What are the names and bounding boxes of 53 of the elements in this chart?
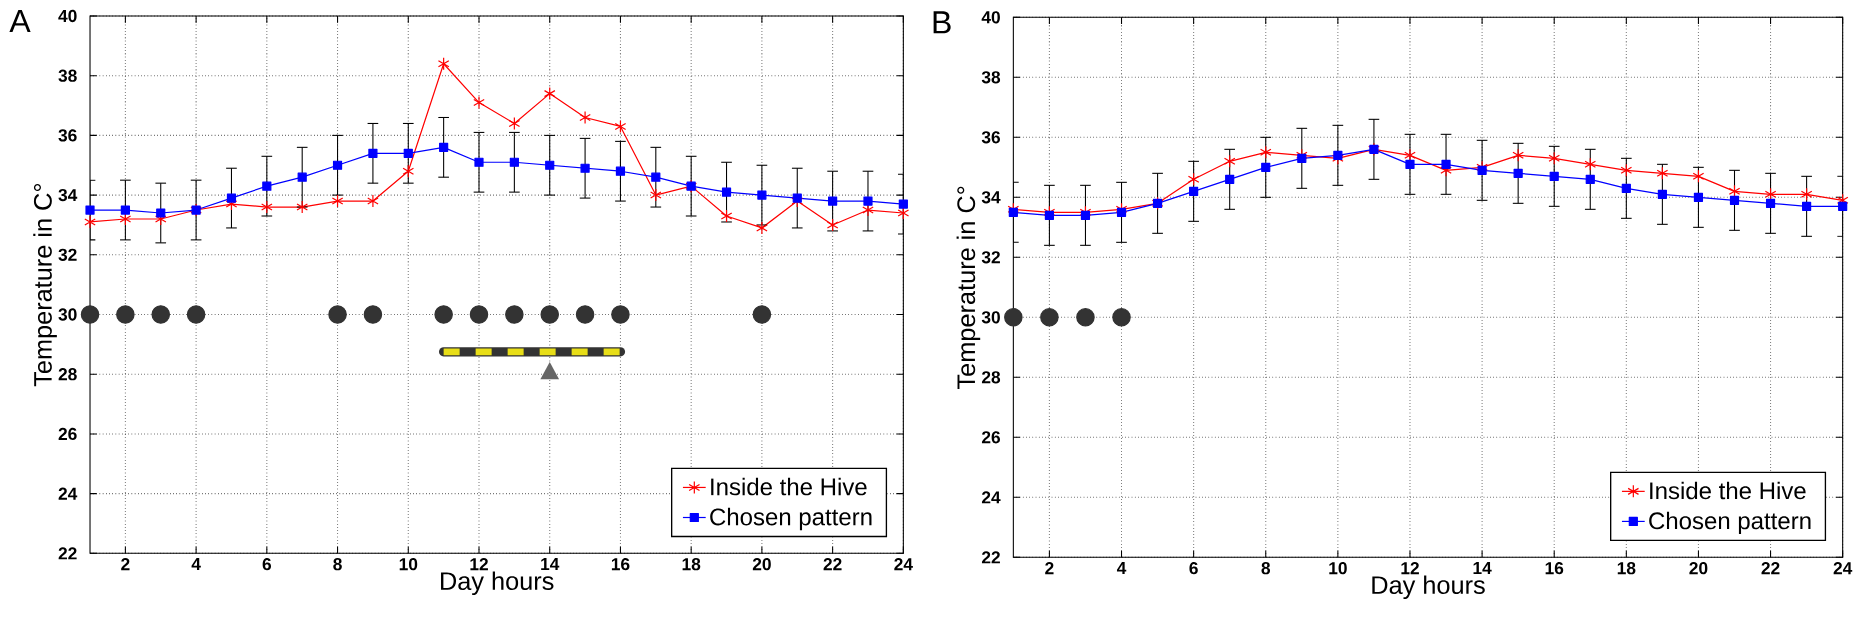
y-tick-label: 40 (58, 9, 77, 23)
legend-label: Chosen pattern (710, 507, 872, 531)
x-axis-title: Day hours (1372, 575, 1485, 600)
y-tick-label: 30 (58, 308, 77, 321)
y-tick-label: 24 (58, 487, 78, 500)
x-tick-label: 16 (611, 558, 630, 571)
y-tick-label: 28 (58, 368, 77, 381)
x-tick-label: 4 (191, 558, 201, 570)
y-axis-title: Temperature in C° (33, 184, 57, 387)
x-tick-label: 6 (1189, 562, 1198, 575)
y-tick-label: 32 (58, 248, 77, 261)
y-tick-label: 26 (58, 427, 77, 441)
x-tick-label: 20 (1689, 562, 1708, 575)
y-tick-label: 34 (58, 188, 78, 202)
x-tick-label: 12 (470, 558, 488, 571)
y-tick-label: 26 (981, 431, 1000, 444)
x-tick-label: 18 (682, 558, 701, 571)
x-tick-label: 8 (333, 558, 342, 571)
x-tick-label: 16 (1545, 562, 1564, 575)
y-tick-label: 22 (58, 547, 77, 560)
chart-title: B (933, 11, 951, 34)
y-axis-title: Temperature in C° (956, 186, 981, 389)
x-tick-label: 2 (1045, 562, 1054, 575)
y-tick-label: 28 (981, 371, 1001, 384)
x-tick-label: 24 (894, 558, 913, 571)
x-tick-label: 18 (1617, 562, 1636, 575)
x-tick-label: 22 (1761, 562, 1780, 575)
x-axis-title: Day hours (441, 571, 554, 596)
x-tick-label: 24 (1833, 562, 1853, 575)
x-tick-label: 2 (121, 558, 130, 571)
y-tick-label: 32 (981, 251, 1000, 264)
legend-label: Inside the Hive (1650, 481, 1806, 500)
x-tick-label: 8 (1261, 562, 1271, 575)
x-tick-label: 10 (1329, 562, 1347, 575)
legend-label: Chosen pattern (1649, 511, 1811, 535)
x-tick-label: 12 (1401, 562, 1419, 575)
y-tick-label: 38 (981, 71, 1001, 84)
x-tick-label: 20 (752, 558, 771, 571)
legend-label: Inside the Hive (711, 477, 867, 496)
x-tick-label: 14 (1473, 562, 1492, 574)
y-tick-label: 34 (981, 191, 1001, 204)
x-tick-label: 22 (823, 558, 842, 571)
y-tick-label: 36 (981, 131, 1000, 144)
y-tick-label: 36 (58, 129, 77, 142)
x-tick-label: 10 (399, 558, 418, 571)
chart-title: A (9, 10, 31, 33)
x-tick-label: 14 (541, 558, 560, 570)
y-tick-label: 24 (981, 491, 1001, 504)
x-tick-label: 6 (262, 558, 272, 571)
y-tick-label: 40 (981, 11, 1000, 24)
y-tick-label: 30 (981, 311, 1000, 324)
y-tick-label: 38 (58, 69, 77, 82)
x-tick-label: 4 (1116, 562, 1127, 574)
